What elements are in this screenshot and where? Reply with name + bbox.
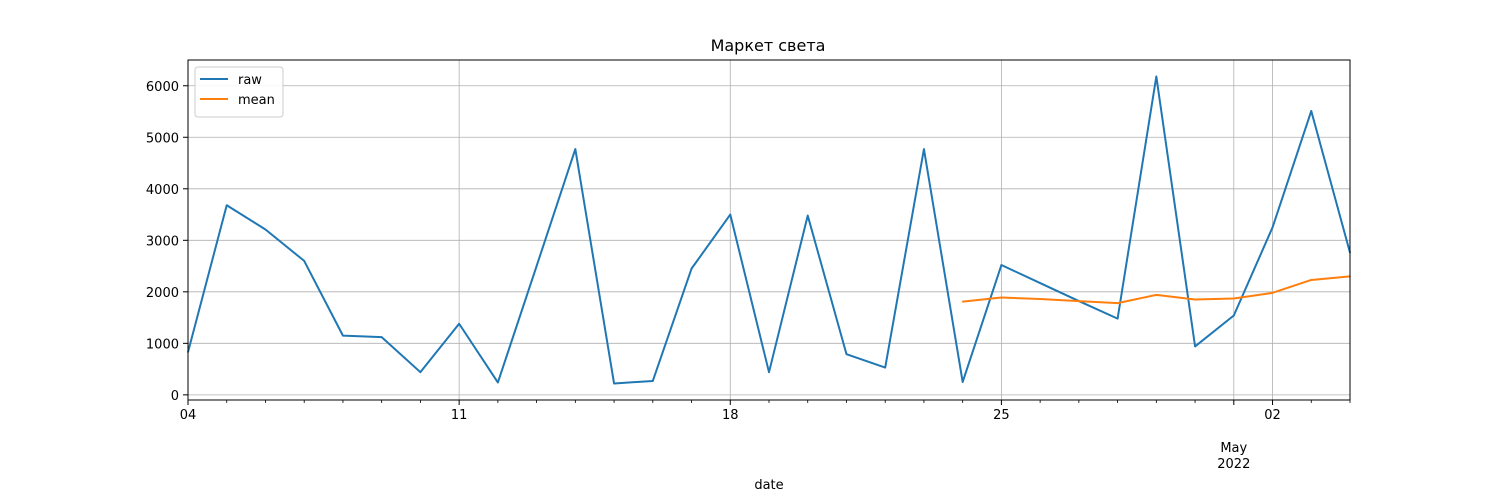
- data-point-raw: [1039, 282, 1041, 284]
- data-point-raw: [845, 353, 848, 355]
- legend-label: mean: [238, 93, 275, 108]
- data-point-raw: [342, 334, 344, 337]
- y-tick-label: 6000: [146, 80, 179, 95]
- data-point-raw: [652, 380, 654, 382]
- data-point-raw: [806, 214, 809, 217]
- series-line-raw: [187, 75, 1351, 385]
- data-point-raw: [1233, 314, 1235, 317]
- y-tick-label: 4000: [146, 183, 179, 198]
- legend-label: raw: [238, 73, 262, 88]
- x-axis-label: date: [754, 478, 783, 493]
- legend: raw mean: [194, 66, 284, 118]
- series-group: [187, 75, 1351, 385]
- data-point-raw: [1116, 317, 1119, 320]
- data-point-mean: [961, 300, 964, 303]
- data-point-raw: [1155, 75, 1158, 78]
- data-point-mean: [1000, 296, 1003, 299]
- data-point-raw: [1000, 264, 1003, 266]
- axes: 0 1000 2000 3000 4000 5000 6000 04 11 18 25 May 2022…: [146, 80, 1351, 472]
- data-point-raw: [1194, 345, 1196, 348]
- y-tick-label: 2000: [146, 286, 179, 301]
- chart-title: Маркет света: [711, 36, 826, 55]
- data-point-raw: [458, 322, 460, 325]
- plot-area-frame: [187, 59, 1351, 401]
- data-point-mean: [1194, 298, 1196, 301]
- legend-item: mean: [200, 93, 275, 108]
- data-point-mean: [1271, 292, 1274, 294]
- data-point-raw: [690, 267, 693, 270]
- data-point-raw: [961, 381, 964, 383]
- y-tick-label: 0: [171, 389, 179, 404]
- data-point-mean: [1116, 302, 1119, 304]
- data-point-raw: [419, 371, 422, 373]
- x-tick-label: 25: [993, 408, 1010, 423]
- x-tick-label: 18: [722, 408, 739, 423]
- data-point-raw: [225, 204, 228, 207]
- data-point-raw: [768, 371, 770, 373]
- data-point-raw: [884, 366, 886, 369]
- grid: [187, 60, 1350, 400]
- x-tick-label: 04: [180, 408, 197, 423]
- series-raw: [187, 75, 1351, 385]
- data-point-mean: [1310, 279, 1313, 281]
- data-point-raw: [535, 265, 538, 267]
- data-point-mean: [1233, 297, 1235, 300]
- series-mean: [961, 275, 1351, 305]
- y-tick-label: 5000: [146, 131, 179, 146]
- data-point-raw: [497, 381, 499, 384]
- data-point-mean: [1078, 300, 1080, 302]
- data-point-mean: [1155, 294, 1158, 296]
- data-point-raw: [303, 260, 306, 262]
- legend-item: raw: [200, 73, 262, 88]
- x-tick-label: 11: [451, 408, 468, 423]
- data-point-raw: [1271, 226, 1274, 229]
- data-point-raw: [613, 382, 615, 385]
- data-point-raw: [264, 228, 267, 231]
- series-line-mean: [962, 275, 1351, 305]
- data-point-raw: [923, 148, 925, 150]
- data-point-raw: [729, 213, 732, 216]
- x-tick-label: May 2022: [1217, 441, 1250, 472]
- data-point-raw: [1310, 110, 1313, 112]
- y-tick-label: 3000: [146, 234, 179, 249]
- data-point-mean: [1039, 298, 1041, 300]
- data-point-raw: [380, 336, 383, 338]
- data-point-raw: [574, 148, 577, 150]
- x-tick-label: 02: [1264, 408, 1281, 423]
- y-tick-label: 1000: [146, 337, 179, 352]
